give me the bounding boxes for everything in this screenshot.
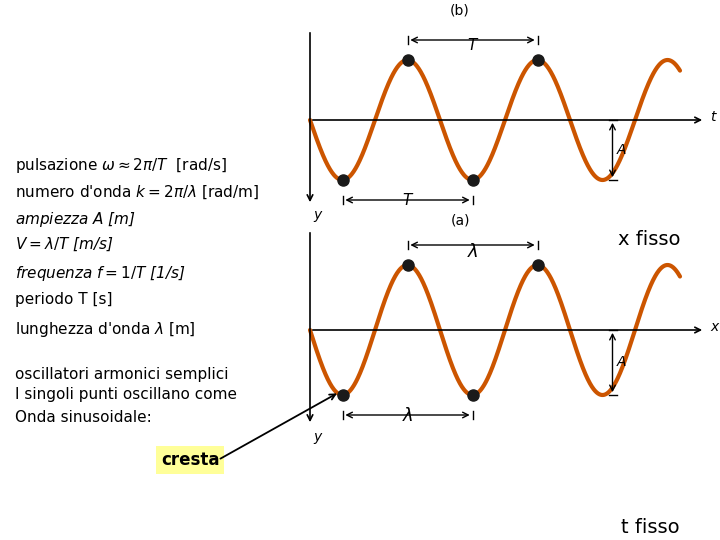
Text: y: y: [313, 208, 321, 222]
Text: oscillatori armonici semplici: oscillatori armonici semplici: [15, 367, 228, 382]
Text: pulsazione $\omega\approx 2\pi/T$  [rad/s]: pulsazione $\omega\approx 2\pi/T$ [rad/s…: [15, 156, 227, 175]
Text: A: A: [616, 143, 626, 157]
Text: (a): (a): [450, 213, 469, 227]
Text: frequenza $f = 1/ T$ [1/s]: frequenza $f = 1/ T$ [1/s]: [15, 264, 186, 283]
Text: y: y: [313, 430, 321, 444]
Text: t fisso: t fisso: [621, 518, 680, 537]
Text: $\lambda$: $\lambda$: [402, 407, 413, 425]
Text: (b): (b): [450, 3, 470, 17]
Text: $V = \lambda / T$ [m/s]: $V = \lambda / T$ [m/s]: [15, 236, 114, 253]
Text: T: T: [402, 193, 412, 208]
Text: T: T: [468, 38, 477, 53]
Text: lunghezza d'onda $\lambda$ [m]: lunghezza d'onda $\lambda$ [m]: [15, 320, 196, 339]
Text: t: t: [710, 110, 716, 124]
Text: A: A: [616, 355, 626, 369]
Text: numero d'onda $k=2\pi/\lambda$ [rad/m]: numero d'onda $k=2\pi/\lambda$ [rad/m]: [15, 184, 259, 201]
Text: Onda sinusoidale:: Onda sinusoidale:: [15, 410, 152, 425]
Text: I singoli punti oscillano come: I singoli punti oscillano come: [15, 387, 237, 402]
Text: x fisso: x fisso: [618, 230, 680, 249]
Text: x: x: [710, 320, 719, 334]
Text: periodo T [s]: periodo T [s]: [15, 292, 112, 307]
Text: ampiezza $A$ [m]: ampiezza $A$ [m]: [15, 210, 136, 229]
Text: $\lambda$: $\lambda$: [467, 243, 478, 261]
Text: cresta: cresta: [161, 451, 220, 469]
